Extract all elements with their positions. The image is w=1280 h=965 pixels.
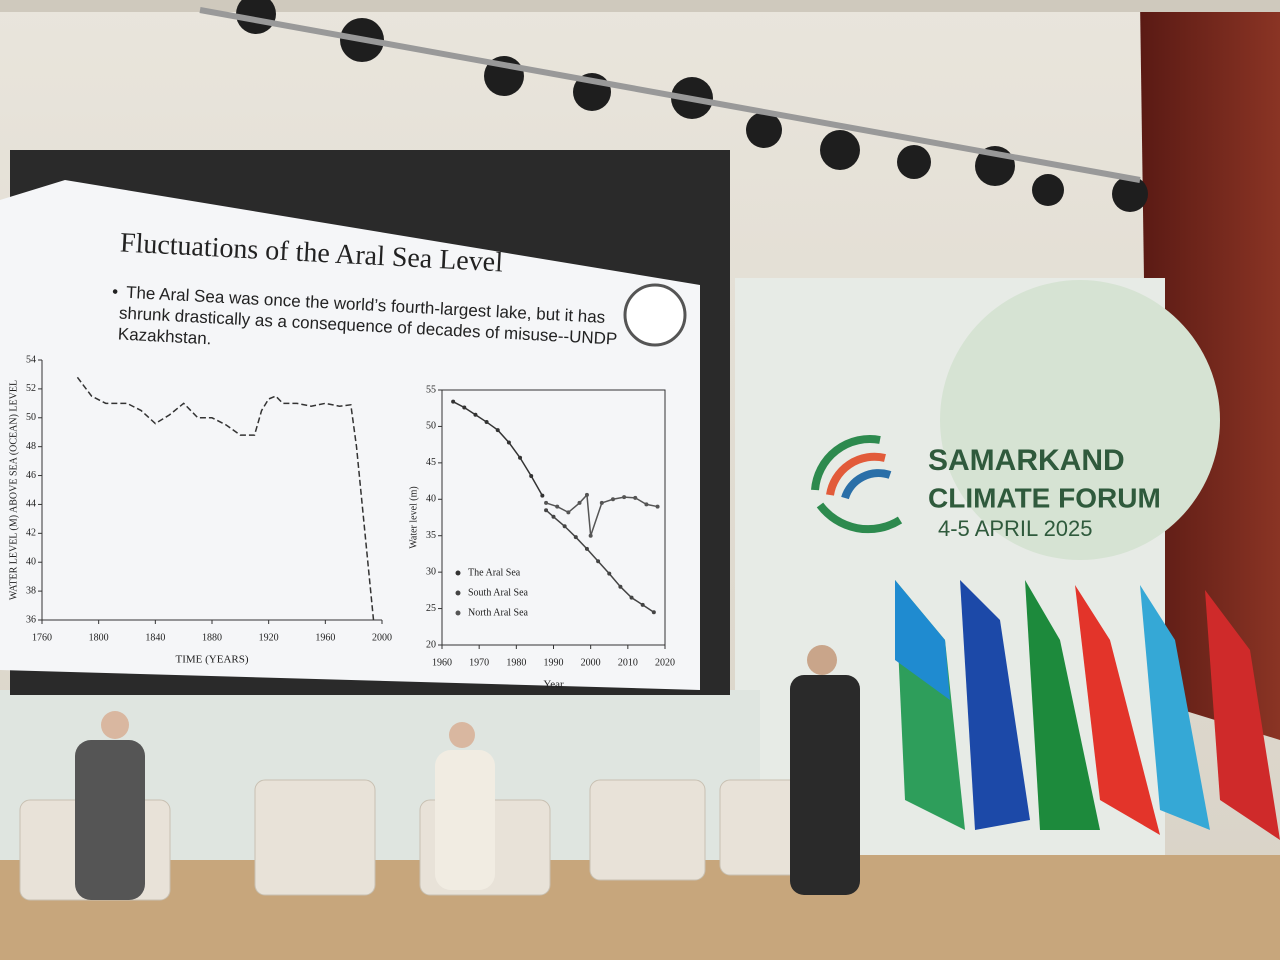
point [544, 508, 549, 513]
university-seal [623, 283, 687, 347]
point [622, 495, 627, 500]
point [462, 405, 467, 410]
series-line [76, 376, 375, 621]
y-axis-label: Water level (m) [408, 486, 419, 549]
point [484, 420, 489, 425]
x-axis-label: Year [543, 679, 564, 691]
point [633, 495, 638, 500]
y-tick-label: 20 [426, 639, 436, 650]
legend-swatch [455, 590, 461, 596]
y-tick-label: 48 [26, 441, 36, 452]
point [506, 440, 511, 445]
point [655, 504, 660, 509]
y-tick-label: 52 [26, 383, 36, 394]
y-tick-label: 38 [26, 585, 36, 596]
point [610, 497, 615, 502]
y-tick-label: 50 [426, 421, 436, 432]
point [584, 546, 589, 551]
legend-label: South Aral Sea [468, 587, 529, 598]
x-tick-label: 2020 [655, 657, 675, 668]
x-tick-label: 1960 [315, 632, 335, 643]
globe [940, 280, 1220, 560]
y-axis-label: WATER LEVEL (M) ABOVE SEA (OCEAN) LEVEL [8, 380, 19, 600]
x-axis-label: TIME (YEARS) [175, 654, 248, 666]
x-tick-label: 1760 [32, 632, 52, 643]
legend-swatch [455, 610, 461, 616]
point [544, 500, 549, 505]
point [644, 502, 649, 507]
point [651, 610, 656, 615]
x-tick-label: 2000 [372, 632, 392, 643]
slide [0, 180, 700, 690]
point [573, 535, 578, 540]
y-tick-label: 35 [426, 530, 436, 541]
series-line [545, 493, 658, 536]
point [584, 492, 589, 497]
point [629, 595, 634, 600]
forum-logo [811, 435, 903, 534]
point [518, 455, 523, 460]
point [588, 533, 593, 538]
people [75, 645, 860, 900]
x-tick-label: 2000 [581, 657, 601, 668]
y-tick-label: 40 [26, 557, 36, 568]
bullet-line: Kazakhstan. [117, 324, 211, 348]
y-tick-label: 50 [26, 412, 36, 423]
point [566, 510, 571, 515]
banner-date: 4-5 APRIL 2025 [938, 516, 1093, 541]
point [640, 602, 645, 607]
ceiling [0, 0, 1280, 12]
point [577, 500, 582, 505]
legend-label: North Aral Sea [468, 607, 529, 618]
point [599, 500, 604, 505]
point [596, 559, 601, 564]
y-tick-label: 46 [26, 470, 36, 481]
x-tick-label: 1980 [506, 657, 526, 668]
x-tick-label: 2010 [618, 657, 638, 668]
y-tick-label: 44 [26, 499, 36, 510]
slide-charts: 36 38 40 42 44 46 48 50 52 54 1760 1800 1840 1880 1920… [8, 354, 675, 690]
x-tick-label: 1970 [469, 657, 489, 668]
y-tick-label: 55 [426, 384, 436, 395]
point [555, 504, 560, 509]
y-tick-label: 25 [426, 603, 436, 614]
point [618, 584, 623, 589]
x-tick-label: 1990 [544, 657, 564, 668]
x-tick-label: 1880 [202, 632, 222, 643]
y-tick-label: 30 [426, 566, 436, 577]
bullet-marker: • [112, 282, 119, 301]
banner-title: SAMARKAND [928, 444, 1125, 477]
point [451, 399, 456, 404]
y-tick-label: 42 [26, 528, 36, 539]
y-tick-label: 54 [26, 354, 36, 365]
point [529, 473, 534, 478]
point [495, 428, 500, 433]
point [607, 571, 612, 576]
y-tick-label: 45 [426, 457, 436, 468]
y-tick-label: 40 [426, 494, 436, 505]
x-tick-label: 1800 [89, 632, 109, 643]
point [473, 412, 478, 417]
stage-lights [236, 0, 1148, 212]
truss [199, 7, 1141, 183]
x-tick-label: 1960 [432, 657, 452, 668]
banner-subtitle: CLIMATE FORUM [928, 482, 1161, 513]
flags [895, 580, 1280, 840]
point [562, 524, 567, 529]
point [540, 493, 545, 498]
x-tick-label: 1920 [259, 632, 279, 643]
x-tick-label: 1840 [145, 632, 165, 643]
legend-swatch [455, 570, 461, 576]
legend-label: The Aral Sea [468, 567, 521, 578]
y-tick-label: 36 [26, 614, 36, 625]
point [551, 514, 556, 519]
